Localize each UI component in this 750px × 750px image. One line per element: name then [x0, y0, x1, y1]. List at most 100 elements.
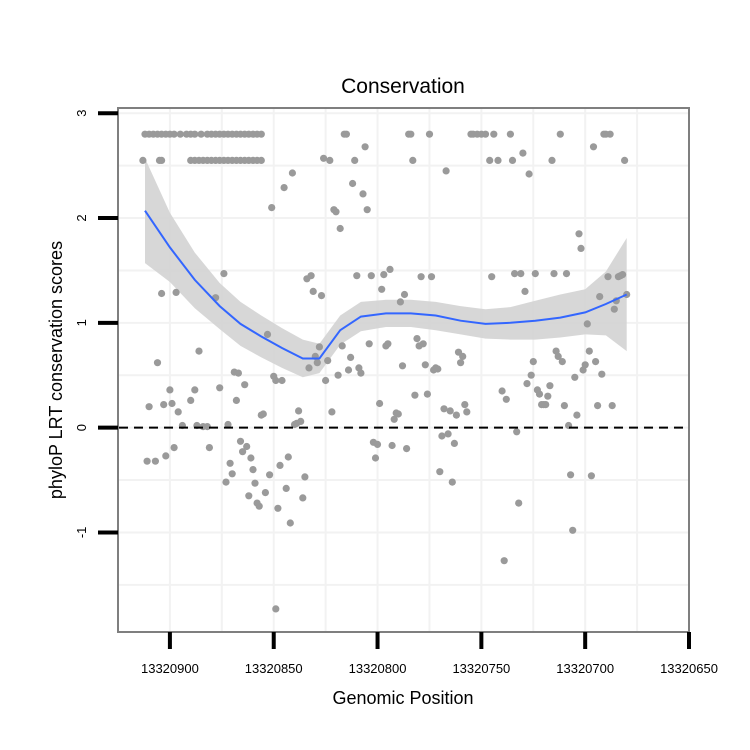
data-point — [411, 391, 419, 399]
data-point — [515, 499, 523, 507]
data-point — [481, 130, 490, 138]
data-point — [423, 390, 431, 398]
data-point — [295, 407, 303, 415]
data-point — [284, 453, 292, 461]
data-point — [224, 420, 232, 429]
data-point — [257, 156, 265, 164]
data-point — [162, 452, 170, 460]
y-tick-label: 0 — [74, 424, 89, 431]
data-point — [322, 376, 330, 385]
data-point — [195, 347, 203, 355]
data-point — [388, 441, 396, 450]
data-point — [347, 353, 355, 361]
x-tick-label: 13320650 — [660, 661, 718, 676]
data-point — [427, 273, 436, 281]
data-point — [234, 369, 242, 377]
data-point — [567, 471, 575, 479]
data-point — [309, 287, 317, 295]
data-point — [403, 445, 411, 453]
x-tick-label: 13320850 — [245, 661, 303, 676]
data-point — [380, 271, 388, 279]
data-point — [205, 444, 213, 452]
data-point — [266, 471, 274, 479]
data-point — [592, 358, 600, 366]
data-point — [247, 454, 255, 462]
data-point — [151, 457, 159, 465]
data-point — [222, 478, 230, 486]
x-axis-label: Genomic Position — [332, 688, 473, 708]
data-point — [286, 519, 294, 527]
data-point — [521, 287, 529, 295]
data-point — [236, 437, 245, 445]
data-point — [498, 387, 506, 395]
data-point — [577, 244, 585, 252]
data-point — [220, 270, 228, 278]
data-point — [531, 270, 539, 278]
data-point — [604, 273, 612, 281]
data-point — [301, 473, 309, 481]
data-point — [500, 557, 508, 565]
data-point — [332, 208, 340, 216]
data-point — [436, 468, 444, 476]
data-point — [176, 130, 184, 138]
data-point — [546, 382, 554, 390]
data-point — [232, 396, 240, 404]
data-point — [452, 411, 460, 419]
data-point — [278, 376, 286, 385]
data-point — [488, 273, 496, 281]
data-point — [417, 273, 425, 281]
data-point — [158, 289, 166, 298]
data-point — [508, 156, 517, 164]
data-point — [338, 342, 346, 350]
data-point — [425, 130, 434, 138]
data-point — [257, 130, 265, 138]
data-point — [320, 154, 328, 162]
x-tick-label: 13320800 — [349, 661, 407, 676]
data-point — [143, 457, 151, 465]
data-point — [608, 402, 616, 410]
data-point — [324, 357, 332, 365]
data-point — [523, 380, 531, 388]
y-tick-label: -1 — [74, 527, 89, 539]
data-point — [357, 369, 365, 377]
data-point — [153, 359, 162, 367]
data-point — [276, 461, 284, 469]
data-point — [421, 361, 429, 369]
data-point — [166, 386, 174, 394]
y-tick-label: 3 — [74, 110, 89, 117]
data-point — [575, 230, 583, 238]
data-point — [174, 408, 182, 416]
data-point — [363, 206, 371, 214]
data-point — [390, 415, 398, 423]
chart-title: Conservation — [341, 75, 465, 98]
x-tick-label: 13320700 — [556, 661, 614, 676]
data-point — [158, 156, 166, 164]
data-point — [398, 362, 407, 370]
data-point — [328, 408, 336, 416]
data-point — [216, 384, 224, 392]
data-point — [529, 358, 537, 366]
data-point — [351, 156, 359, 164]
data-point — [569, 526, 577, 534]
data-point — [317, 292, 326, 300]
data-point — [610, 305, 618, 313]
data-point — [494, 156, 502, 164]
data-point — [394, 410, 402, 418]
data-point — [297, 417, 305, 425]
data-point — [544, 392, 552, 400]
data-point — [446, 407, 454, 415]
data-point — [396, 298, 404, 306]
data-point — [263, 330, 272, 338]
data-point — [542, 401, 550, 409]
y-axis-label: phyloP LRT conservation scores — [46, 241, 66, 499]
data-point — [326, 156, 334, 164]
data-point — [548, 156, 556, 164]
data-point — [571, 373, 579, 381]
data-point — [457, 359, 465, 367]
data-point — [444, 430, 452, 438]
data-point — [623, 290, 631, 299]
data-point — [344, 366, 353, 374]
data-point — [598, 370, 606, 378]
data-point — [442, 167, 450, 175]
x-tick-label: 13320900 — [141, 661, 199, 676]
